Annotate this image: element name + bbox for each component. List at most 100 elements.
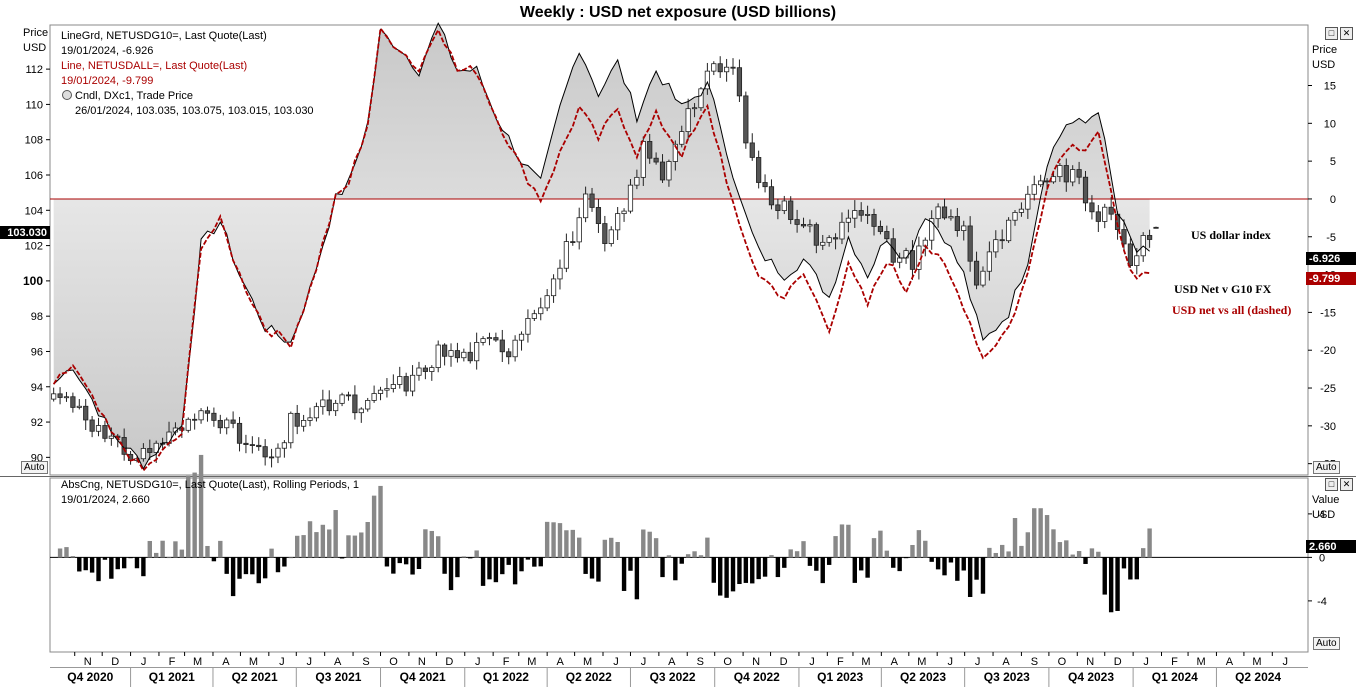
change-bar (173, 541, 178, 558)
quarter-label: Q3 2021 (315, 670, 361, 684)
candle-body (1121, 229, 1127, 245)
candle-body (608, 229, 614, 244)
change-bar (186, 475, 191, 558)
change-bar (333, 510, 338, 558)
change-bar (1102, 557, 1107, 595)
candle-body (903, 250, 909, 259)
change-bar (544, 521, 550, 558)
quarter-label: Q4 2021 (400, 670, 446, 684)
change-bar (1025, 532, 1031, 558)
change-bar (282, 557, 287, 567)
change-bar (474, 550, 479, 558)
change-bar (429, 530, 434, 558)
quarter-label: Q2 2024 (1235, 670, 1281, 684)
minimize-icon[interactable]: □ (1325, 27, 1338, 40)
left-axis-unit-price: Price (23, 27, 48, 39)
month-label: M (527, 656, 536, 668)
candle-body (236, 422, 243, 444)
auto-scale-left-button[interactable]: Auto (21, 461, 48, 474)
month-label: S (362, 656, 369, 668)
right-all-badge (1306, 272, 1356, 285)
candle-body (698, 88, 704, 109)
month-label: M (249, 656, 258, 668)
candle-body (999, 239, 1005, 242)
change-bar (121, 557, 127, 569)
month-label: D (780, 656, 788, 668)
candle-body (352, 394, 358, 414)
month-label: D (111, 656, 119, 668)
candle-body (89, 419, 95, 432)
quarter-label: Q3 2022 (650, 670, 696, 684)
right-tick-label: 15 (1324, 81, 1336, 93)
change-bar (365, 522, 370, 558)
candle-body (704, 70, 710, 90)
candle-body (877, 225, 884, 232)
candle-body (243, 442, 249, 445)
left-current-badge (0, 226, 50, 239)
change-bar (378, 485, 383, 558)
candle-body (198, 410, 204, 421)
change-bar (57, 548, 63, 558)
candle-body (422, 367, 428, 372)
candle-body (474, 342, 480, 362)
change-bar (301, 535, 306, 558)
change-bar (455, 557, 460, 578)
month-label: J (613, 656, 619, 668)
change-bar (852, 557, 857, 583)
candle-body (679, 131, 685, 145)
right-all-value: -9.799 (1309, 273, 1340, 285)
candle-body (538, 307, 544, 315)
change-bar (160, 540, 165, 558)
auto-scale-lower-button[interactable]: Auto (1313, 637, 1340, 650)
change-bar (339, 557, 345, 559)
candle-body (288, 412, 294, 444)
change-bar (224, 557, 229, 574)
candle-body (1006, 219, 1012, 242)
lower-close-icon[interactable]: ✕ (1340, 478, 1353, 491)
lower-tick-label: -4 (1317, 596, 1327, 608)
change-bar (628, 557, 633, 571)
candle-body (326, 399, 332, 412)
quarter-label: Q2 2021 (232, 670, 278, 684)
change-bar (826, 557, 832, 565)
left-axis-unit-usd: USD (23, 42, 46, 54)
candle-body (961, 225, 967, 231)
change-bar (685, 554, 691, 558)
left-tick-label: 96 (31, 346, 43, 358)
change-bar (384, 557, 390, 567)
change-bar (154, 552, 159, 558)
change-bar (346, 535, 351, 558)
change-bar (820, 557, 825, 584)
month-label: N (1086, 656, 1094, 668)
month-label: S (1031, 656, 1038, 668)
dxy-candles (51, 56, 1159, 468)
annotation-all: USD net vs all (dashed) (1172, 303, 1291, 317)
candle-body (262, 446, 268, 458)
change-bar (999, 544, 1005, 558)
month-label: J (1143, 656, 1149, 668)
candle-body (788, 200, 794, 220)
change-bar (942, 557, 947, 576)
change-bar (1121, 557, 1127, 569)
lower-minimize-icon[interactable]: □ (1325, 478, 1338, 491)
change-bar (500, 557, 505, 575)
change-bar (955, 557, 960, 581)
candle-body (1031, 184, 1037, 195)
right-tick-label: 5 (1330, 156, 1336, 168)
change-bar (711, 557, 716, 583)
month-label: F (503, 656, 510, 668)
candle-legend-icon (62, 90, 72, 100)
auto-scale-right-button[interactable]: Auto (1313, 461, 1340, 474)
close-icon[interactable]: ✕ (1340, 27, 1353, 40)
candle-body (743, 95, 749, 144)
change-bar (70, 556, 76, 558)
candle-body (672, 143, 678, 162)
candle-body (711, 63, 717, 72)
candle-body (890, 238, 896, 263)
month-label: M (861, 656, 870, 668)
change-bar (243, 557, 249, 575)
change-bar (980, 557, 986, 594)
candle-body (1025, 193, 1031, 210)
change-bar (512, 557, 518, 585)
month-label: J (641, 656, 647, 668)
